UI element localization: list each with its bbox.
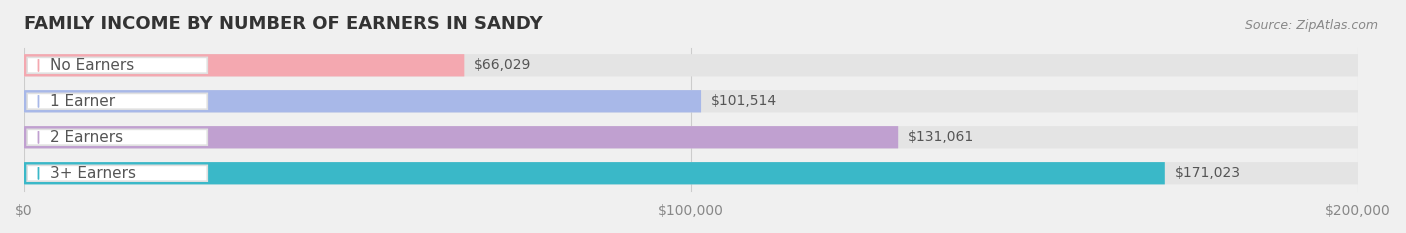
- FancyBboxPatch shape: [24, 162, 1358, 184]
- FancyBboxPatch shape: [24, 162, 1164, 184]
- FancyBboxPatch shape: [27, 57, 207, 73]
- Text: 2 Earners: 2 Earners: [51, 130, 124, 145]
- Text: No Earners: No Earners: [51, 58, 135, 73]
- FancyBboxPatch shape: [27, 129, 207, 145]
- FancyBboxPatch shape: [27, 165, 207, 181]
- Text: 1 Earner: 1 Earner: [51, 94, 115, 109]
- FancyBboxPatch shape: [24, 90, 702, 113]
- FancyBboxPatch shape: [24, 126, 898, 148]
- FancyBboxPatch shape: [27, 93, 207, 109]
- FancyBboxPatch shape: [24, 90, 1358, 113]
- Text: $131,061: $131,061: [908, 130, 974, 144]
- Text: FAMILY INCOME BY NUMBER OF EARNERS IN SANDY: FAMILY INCOME BY NUMBER OF EARNERS IN SA…: [24, 15, 543, 33]
- FancyBboxPatch shape: [24, 54, 464, 76]
- Text: $101,514: $101,514: [711, 94, 778, 108]
- Text: $171,023: $171,023: [1175, 166, 1241, 180]
- Text: $66,029: $66,029: [474, 58, 531, 72]
- FancyBboxPatch shape: [24, 54, 1358, 76]
- FancyBboxPatch shape: [24, 126, 1358, 148]
- Text: Source: ZipAtlas.com: Source: ZipAtlas.com: [1244, 19, 1378, 32]
- Text: 3+ Earners: 3+ Earners: [51, 166, 136, 181]
